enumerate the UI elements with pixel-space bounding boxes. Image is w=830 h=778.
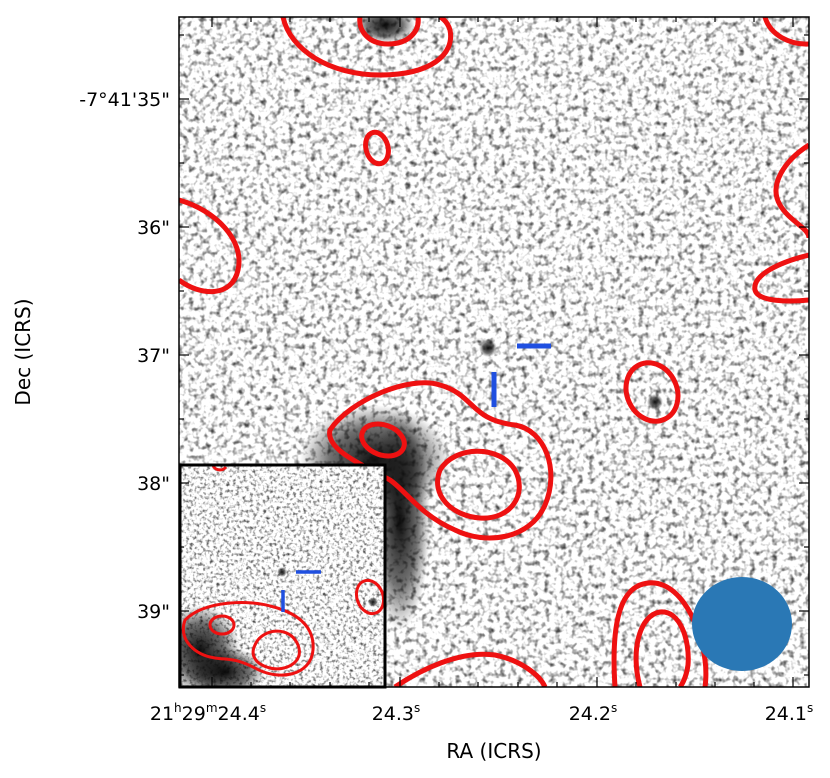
ra-tick-label-1: 21h29m24.4s	[150, 701, 266, 725]
source-markers	[491, 343, 551, 407]
ra-tick-label-3: 24.2s	[569, 701, 618, 725]
dec-tick-label-1: -7°41'35"	[79, 89, 170, 111]
tick-marks	[179, 17, 809, 687]
dec-tick-label-2: 36"	[137, 217, 170, 239]
dec-tick-labels: -7°41'35" 36" 37" 38" 39"	[79, 89, 170, 623]
plot-frame	[178, 16, 810, 688]
x-axis-label: RA (ICRS)	[446, 739, 541, 763]
beam-ellipse	[692, 577, 792, 671]
y-axis-label: Dec (ICRS)	[11, 298, 35, 405]
dec-tick-label-4: 38"	[137, 473, 170, 495]
ra-tick-labels: 21h29m24.4s 24.3s 24.2s 24.1s	[150, 701, 813, 725]
target-source	[479, 339, 497, 357]
ra-tick-label-4: 24.1s	[765, 701, 814, 725]
radio-contours	[179, 17, 809, 687]
dec-tick-label-5: 39"	[137, 601, 170, 623]
dec-tick-label-3: 37"	[137, 345, 170, 367]
ra-tick-label-2: 24.3s	[372, 701, 421, 725]
inset-panel	[178, 463, 387, 689]
nearby-source	[647, 394, 663, 410]
